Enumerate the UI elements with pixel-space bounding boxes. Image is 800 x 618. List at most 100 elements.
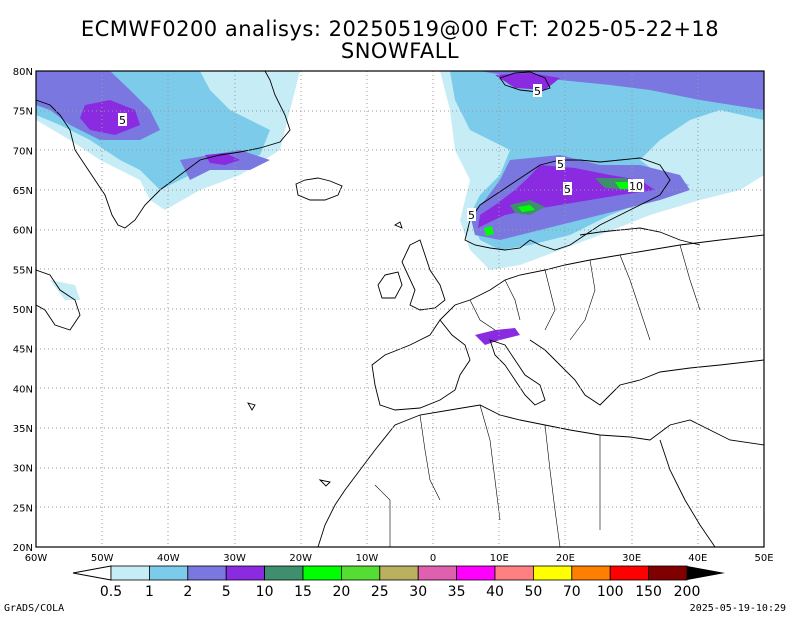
latitude-ticks: 80N 75N 70N 65N 60N 55N 50N 45N 40N 35N 30N 25N 20N <box>13 67 33 554</box>
colorbar-segment <box>456 565 496 581</box>
colorbar-label: 25 <box>371 584 389 600</box>
map-title: ECMWF0200 analisys: 20250519@00 FcT: 202… <box>80 17 720 41</box>
shade-5 <box>475 328 520 345</box>
colorbar-label: 15 <box>294 584 312 600</box>
longitude-tick-label: 40W <box>157 553 180 564</box>
shade-0.5 <box>50 280 80 300</box>
plot-frame <box>35 70 765 548</box>
coastline-italy <box>489 339 546 406</box>
map-subtitle: SNOWFALL <box>340 39 460 63</box>
coastline-finland <box>579 227 701 246</box>
coastline-labrador <box>36 269 81 331</box>
footer-credit: GrADS/COLA <box>4 603 65 614</box>
contour-label: 5 <box>564 183 571 196</box>
longitude-tick-label: 10W <box>356 553 379 564</box>
longitude-tick-label: 0 <box>430 553 436 564</box>
coastline-iberia <box>371 319 471 411</box>
colorbar-label: 200 <box>674 584 701 600</box>
longitude-tick-label: 20E <box>556 553 575 564</box>
colorbar-segment <box>379 565 419 581</box>
latitude-tick-label: 45N <box>13 345 33 356</box>
shade-15 <box>518 205 535 212</box>
colorbar-label: 2 <box>183 584 192 600</box>
coastline-greenland <box>36 71 291 229</box>
latitude-tick-label: 20N <box>13 543 33 554</box>
contour-label: 10 <box>629 180 643 193</box>
coastline-red-sea <box>659 439 716 547</box>
coastline-iceland <box>295 177 343 201</box>
latitude-tick-label: 25N <box>13 503 33 514</box>
latitude-tick-label: 70N <box>13 146 33 157</box>
latitude-tick-label: 30N <box>13 464 33 475</box>
coastline-svalbard <box>499 71 551 93</box>
longitude-tick-label: 40E <box>688 553 707 564</box>
longitude-ticks: 60W 50W 40W 30W 20W 10W 0 10E 20E 30E 40E 50E <box>25 553 774 564</box>
latitude-tick-label: 55N <box>13 265 33 276</box>
coastline-africa <box>359 404 764 471</box>
colorbar-label: 50 <box>524 584 542 600</box>
colorbar-segment <box>417 565 458 581</box>
latitude-tick-label: 75N <box>13 107 33 118</box>
colorbar-min-arrow <box>72 565 112 581</box>
coastline-islands <box>247 221 403 487</box>
coastline-west-africa <box>317 469 361 547</box>
colorbar-segment <box>571 565 611 581</box>
colorbar-label: 100 <box>597 584 624 600</box>
latitude-tick-label: 40N <box>13 384 33 395</box>
contour-label: 5 <box>468 209 475 222</box>
colorbar-label: 20 <box>332 584 350 600</box>
contour-label: 5 <box>119 114 126 127</box>
colorbar-label: 5 <box>222 584 231 600</box>
longitude-tick-label: 50W <box>91 553 114 564</box>
contour-label: 5 <box>534 85 541 98</box>
coastline-britain <box>401 239 446 311</box>
contour-labels: 5 5 5 5 5 10 <box>118 84 644 222</box>
latitude-tick-label: 80N <box>13 67 33 78</box>
coastline-balkans <box>529 339 764 406</box>
colorbar-segment <box>264 565 304 581</box>
latitude-tick-label: 50N <box>13 305 33 316</box>
contour-label: 5 <box>557 158 564 171</box>
colorbar-label: 35 <box>448 584 466 600</box>
coastline-europe <box>439 234 764 321</box>
latitude-tick-label: 60N <box>13 226 33 237</box>
colorbar-label: 1 <box>145 584 154 600</box>
colorbar-segment <box>148 565 189 581</box>
latitude-tick-label: 65N <box>13 186 33 197</box>
colorbar: 0.5 1 2 5 10 15 20 25 30 35 40 50 70 100 150 200 <box>72 565 725 600</box>
colorbar-segment <box>187 565 227 581</box>
shade-5 <box>205 153 240 165</box>
colorbar-label: 0.5 <box>100 584 122 600</box>
longitude-tick-label: 30W <box>223 553 246 564</box>
colorbar-segment <box>110 565 150 581</box>
colorbar-label: 40 <box>486 584 504 600</box>
colorbar-segment <box>648 565 688 581</box>
colorbar-max-arrow <box>687 566 725 580</box>
shade-5 <box>80 100 140 135</box>
footer-timestamp: 2025-05-19-10:29 <box>689 603 786 614</box>
shade-15 <box>484 226 494 236</box>
latitude-tick-label: 35N <box>13 424 33 435</box>
coastline-ireland <box>377 271 403 299</box>
colorbar-segment <box>494 565 534 581</box>
graticule <box>36 71 764 547</box>
colorbar-label: 30 <box>409 584 427 600</box>
colorbar-segment <box>609 565 650 581</box>
colorbar-segment <box>302 565 342 581</box>
longitude-tick-label: 30E <box>622 553 641 564</box>
longitude-tick-label: 20W <box>289 553 312 564</box>
colorbar-label: 150 <box>635 584 662 600</box>
longitude-tick-label: 50E <box>754 553 773 564</box>
colorbar-label: 10 <box>256 584 274 600</box>
colorbar-segment <box>225 565 265 581</box>
border-lines <box>374 244 701 547</box>
longitude-tick-label: 60W <box>25 553 48 564</box>
snowfall-shading <box>36 71 764 345</box>
shade-2 <box>480 71 764 110</box>
colorbar-label: 70 <box>563 584 581 600</box>
coastline-scandinavia <box>464 157 671 251</box>
colorbar-segment <box>533 565 573 581</box>
colorbar-segment <box>340 565 381 581</box>
longitude-tick-label: 10E <box>490 553 509 564</box>
